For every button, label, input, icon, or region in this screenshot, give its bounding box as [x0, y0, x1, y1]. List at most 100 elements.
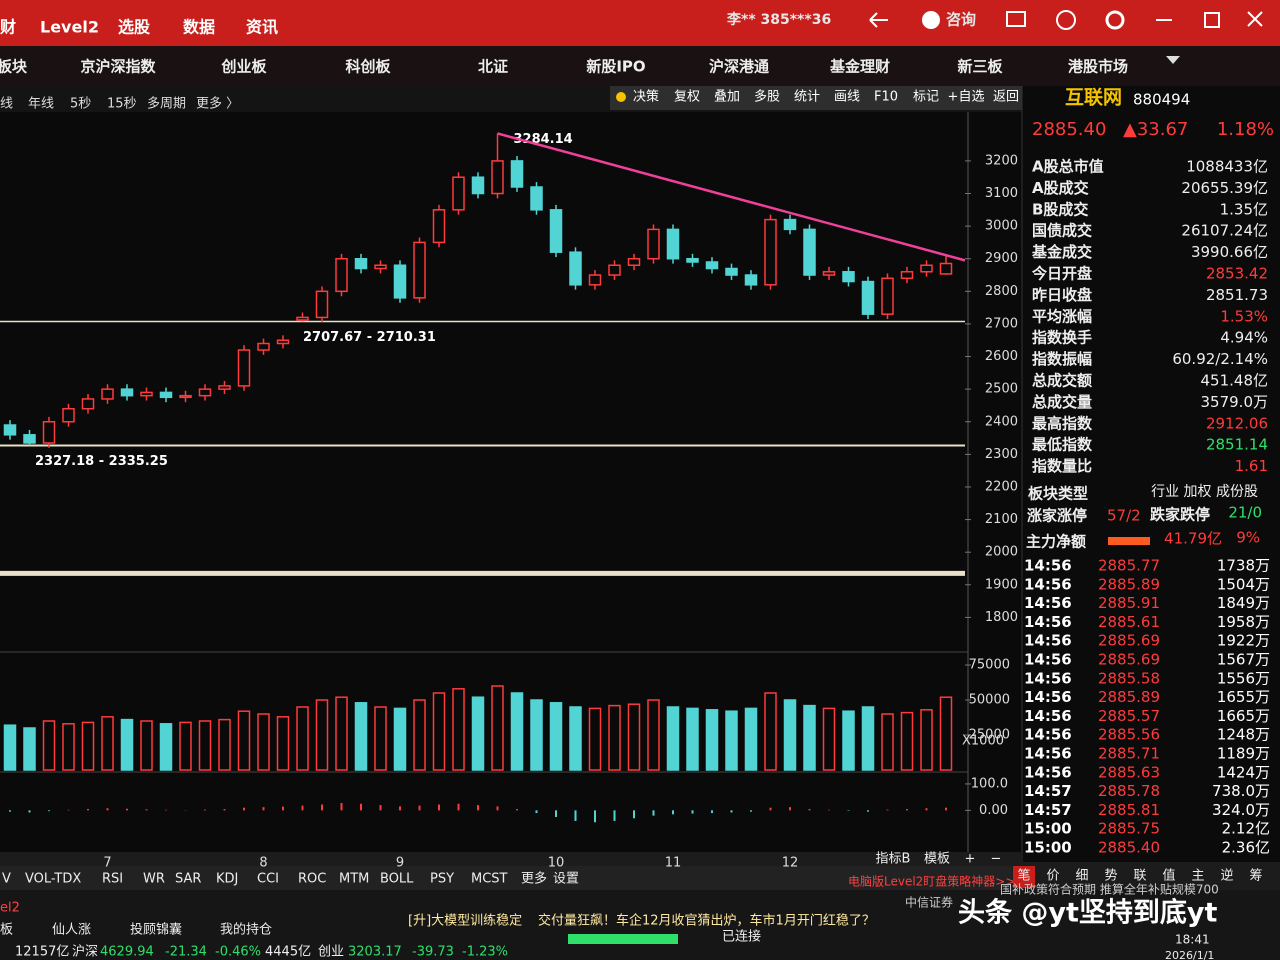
user[interactable]: 李** 385***36: [726, 11, 831, 28]
consult[interactable]: 咨询: [946, 11, 976, 29]
detail-tab[interactable]: 主: [1191, 869, 1204, 884]
toolbar-button[interactable]: +自选: [948, 90, 985, 105]
shortcut[interactable]: 板: [0, 923, 13, 938]
candle-body: [842, 271, 855, 283]
panel-button[interactable]: 指标B: [876, 852, 911, 867]
toolbar-button[interactable]: 复权: [674, 89, 700, 105]
indicator-tab[interactable]: KDJ: [216, 872, 238, 887]
level-label: 2707.67 - 2710.31: [303, 330, 436, 345]
shortcut[interactable]: 投顾锦囊: [130, 922, 182, 938]
toolbar-button[interactable]: 多股: [754, 89, 780, 105]
clock: 18:41: [1175, 933, 1210, 947]
toolbar-button[interactable]: 返回: [993, 90, 1019, 105]
promo[interactable]: 电脑版Level2盯盘策略神器>>: [848, 874, 1015, 889]
trendline: [497, 132, 966, 262]
period[interactable]: 线: [0, 97, 13, 112]
volume-bar: [608, 704, 621, 771]
window-controls[interactable]: [1156, 11, 1263, 28]
toolbar-button[interactable]: 标记: [913, 90, 939, 105]
market-tab[interactable]: 科创板: [345, 58, 391, 76]
trade-time: 14:56: [1024, 632, 1072, 650]
candle-body: [354, 257, 368, 270]
indicator-tab[interactable]: PSY: [430, 872, 454, 887]
market-tab[interactable]: 北证: [478, 58, 508, 76]
market-tab[interactable]: 港股市场: [1068, 58, 1128, 76]
market-tab[interactable]: 京沪深指数: [80, 58, 156, 76]
detail-tab-bar: [1012, 862, 1280, 890]
y-tick-label: 75000: [969, 658, 1010, 673]
period[interactable]: 年线: [28, 97, 54, 112]
detail-tab[interactable]: 值: [1162, 868, 1175, 884]
indicator-tab[interactable]: WR: [143, 872, 165, 887]
detail-tab[interactable]: 笔: [1017, 868, 1030, 884]
panel-button[interactable]: 模板: [924, 852, 950, 867]
indicator-tab[interactable]: V: [2, 872, 11, 887]
indicator-tab[interactable]: ROC: [298, 872, 326, 887]
toolbar-button[interactable]: 画线: [834, 90, 860, 105]
indicator-tab[interactable]: 设置: [553, 872, 579, 887]
level-label: 2327.18 - 2335.25: [35, 454, 168, 469]
nav-item[interactable]: 选股: [118, 18, 151, 37]
market-tab[interactable]: 板块: [0, 58, 28, 76]
settings-icon[interactable]: [1105, 10, 1125, 30]
nav-item[interactable]: 数据: [183, 18, 215, 37]
indicator-tab[interactable]: RSI: [102, 872, 123, 887]
detail-tab[interactable]: 筹: [1249, 868, 1262, 884]
panel-button[interactable]: +: [965, 852, 976, 867]
mail-icon[interactable]: [1006, 11, 1026, 27]
trade-price: 2885.75: [1098, 820, 1160, 838]
back-icon[interactable]: [869, 12, 888, 28]
market-tab[interactable]: 新股IPO: [586, 58, 645, 76]
detail-tab[interactable]: 细: [1075, 869, 1088, 884]
volume-bar: [276, 716, 290, 771]
period[interactable]: 更多 〉: [196, 96, 239, 112]
candle-body: [608, 264, 621, 276]
detail-tab[interactable]: 逆: [1220, 868, 1233, 884]
detail-tab[interactable]: 价: [1046, 869, 1059, 884]
volume-bar: [920, 709, 933, 771]
detail-tab[interactable]: 势: [1104, 868, 1117, 884]
bulb-icon: [616, 92, 626, 102]
market-tab[interactable]: 基金理财: [829, 58, 890, 76]
stat-value: 21/0: [1228, 504, 1262, 522]
shortcut[interactable]: 仙人涨: [52, 923, 91, 938]
shortcut[interactable]: 我的持仓: [220, 922, 272, 938]
candle-body: [101, 388, 114, 400]
nav-item[interactable]: 财: [0, 18, 16, 37]
period[interactable]: 15秒: [107, 97, 137, 112]
indicator-tab[interactable]: BOLL: [380, 872, 414, 887]
news[interactable]: 交付量狂飙！车企12月收官猜出炉，车市1月开门红稳了？: [538, 913, 875, 929]
indicator-tab[interactable]: 更多: [521, 871, 547, 887]
market-tab[interactable]: 新三板: [957, 58, 1003, 76]
index-bar-item: -21.34: [165, 945, 207, 960]
panel-button[interactable]: −: [991, 852, 1002, 867]
volume-bar: [432, 692, 446, 771]
period[interactable]: 5秒: [70, 97, 91, 112]
indicator-tab[interactable]: MCST: [471, 872, 508, 887]
stat-value[interactable]: 行业 加权 成份股: [1151, 484, 1258, 500]
candle-body: [179, 394, 192, 399]
indicator-tab[interactable]: MTM: [339, 872, 369, 887]
indicator-tab[interactable]: VOL-TDX: [25, 872, 81, 887]
volume-bar: [62, 723, 75, 771]
toolbar-button[interactable]: 决策: [633, 89, 659, 105]
stat-label: 指数量比: [1032, 457, 1092, 475]
volume-bar: [530, 699, 543, 771]
toolbar-button[interactable]: 叠加: [714, 90, 740, 105]
detail-tab[interactable]: 联: [1133, 869, 1146, 884]
market-tab[interactable]: 沪深港通: [709, 58, 769, 76]
market-tab[interactable]: 创业板: [220, 58, 267, 76]
dropdown-icon[interactable]: [1166, 56, 1180, 64]
nav-item[interactable]: Level2: [40, 18, 99, 37]
toolbar-button[interactable]: F10: [874, 90, 898, 105]
period[interactable]: 多周期: [147, 96, 186, 112]
toolbar-button[interactable]: 统计: [794, 90, 820, 105]
indicator-tab[interactable]: SAR: [175, 872, 201, 887]
news[interactable]: [升]大模型训练稳定: [408, 913, 522, 929]
candle-body: [822, 271, 836, 276]
chart-icon[interactable]: [1056, 10, 1076, 30]
volume-bar: [257, 713, 270, 771]
date: 2026/1/1: [1165, 949, 1214, 960]
indicator-tab[interactable]: CCI: [257, 872, 279, 887]
nav-item[interactable]: 资讯: [246, 18, 278, 37]
